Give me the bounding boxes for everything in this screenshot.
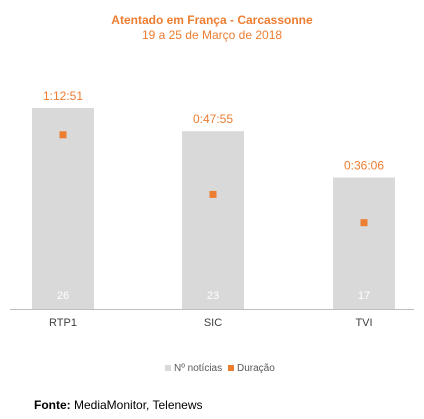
chart-subtitle: 19 a 25 de Março de 2018 [141,28,283,42]
bar-value-label: 17 [358,290,370,302]
legend-label-duracao: Duração [237,363,275,374]
duration-marker [360,219,368,227]
source-text: MediaMonitor, Telenews [74,398,203,412]
source-label: Fonte: [34,398,71,412]
duration-marker [59,131,67,139]
bar [182,131,244,309]
duration-value-label: 0:47:55 [193,112,233,126]
legend-swatch-duracao [228,365,234,371]
bar-value-label: 26 [57,290,69,302]
bar [333,177,395,309]
chart-title: Atentado em França - Carcassonne [111,13,313,27]
x-tick-label: RTP1 [49,317,77,329]
bar [32,108,94,309]
legend-swatch-noticias [165,365,171,371]
legend-label-noticias: Nº notícias [174,363,222,374]
duration-marker [209,190,217,198]
x-tick-label: TVI [355,317,372,329]
x-tick-label: SIC [204,317,222,329]
duration-value-label: 1:12:51 [43,89,83,103]
source-note: Fonte: MediaMonitor, Telenews [34,398,203,412]
duration-value-label: 0:36:06 [344,159,384,173]
bar-value-label: 23 [207,290,219,302]
